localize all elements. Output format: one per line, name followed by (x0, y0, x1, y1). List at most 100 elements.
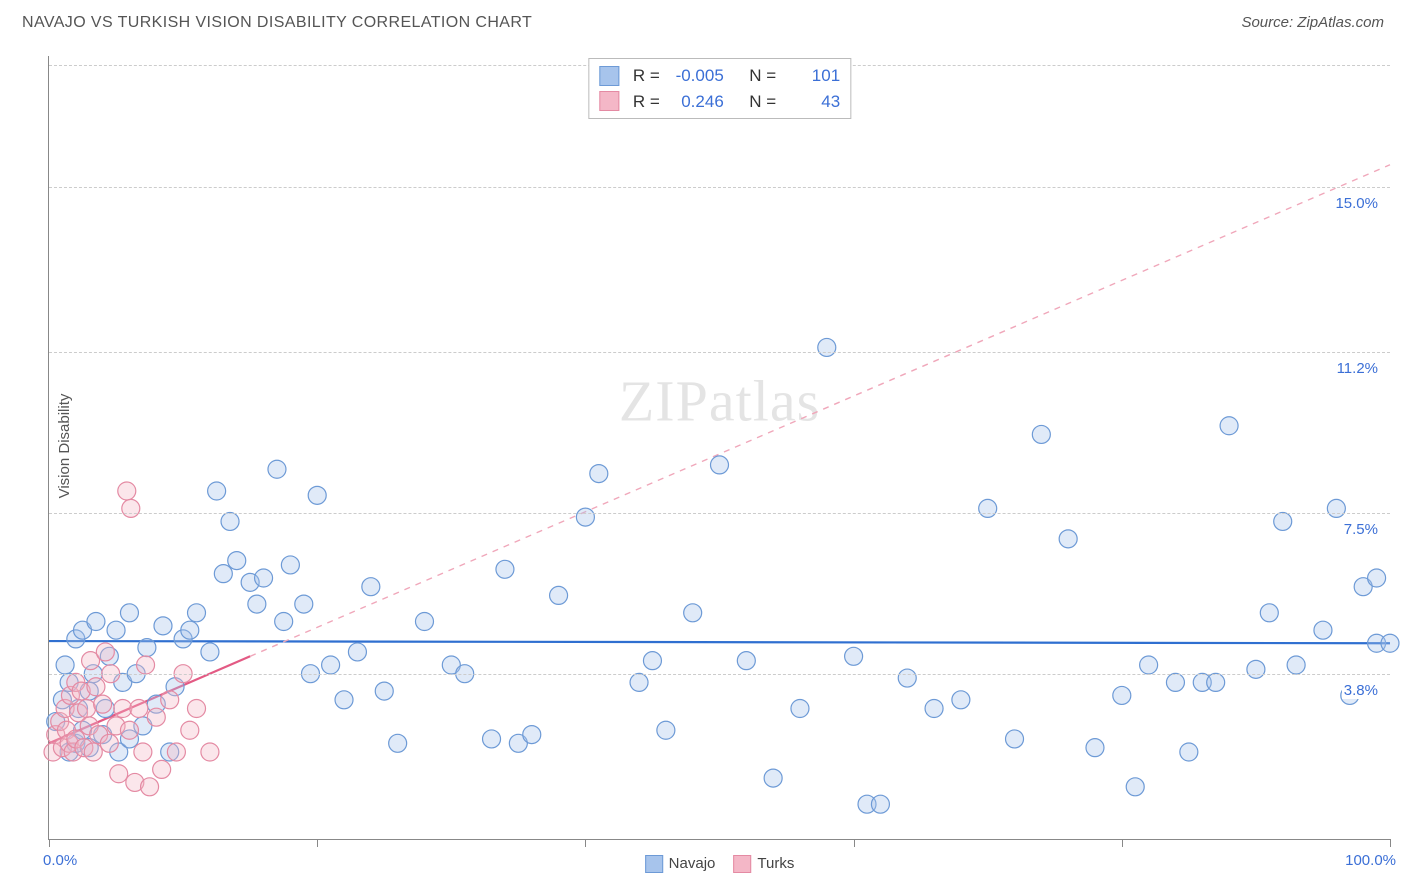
point-turks (141, 778, 159, 796)
point-turks (84, 743, 102, 761)
point-navajo (1314, 621, 1332, 639)
x-tick (317, 839, 318, 847)
point-turks (87, 678, 105, 696)
point-turks (130, 700, 148, 718)
point-navajo (348, 643, 366, 661)
point-navajo (228, 552, 246, 570)
trend-line-navajo (49, 641, 1390, 643)
point-navajo (1086, 739, 1104, 757)
point-navajo (56, 656, 74, 674)
point-turks (188, 700, 206, 718)
point-navajo (1032, 425, 1050, 443)
y-tick-label: 11.2% (1335, 360, 1380, 377)
point-navajo (711, 456, 729, 474)
point-navajo (1180, 743, 1198, 761)
legend-row-navajo: R = -0.005 N = 101 (599, 63, 840, 89)
point-navajo (952, 691, 970, 709)
point-navajo (576, 508, 594, 526)
legend-swatch-turks (599, 91, 619, 111)
point-turks (78, 700, 96, 718)
trend-line-turks-dash (250, 165, 1390, 657)
point-navajo (138, 639, 156, 657)
point-navajo (181, 621, 199, 639)
legend-r-label: R = (633, 63, 660, 89)
point-navajo (1381, 634, 1399, 652)
point-navajo (1287, 656, 1305, 674)
point-navajo (643, 652, 661, 670)
point-navajo (208, 482, 226, 500)
point-navajo (221, 512, 239, 530)
plot-area: ZIPatlas R = -0.005 N = 101 R = 0.246 N … (48, 56, 1390, 840)
point-turks (120, 721, 138, 739)
point-navajo (1140, 656, 1158, 674)
legend-swatch-navajo (599, 66, 619, 86)
point-navajo (1274, 512, 1292, 530)
chart-source: Source: ZipAtlas.com (1241, 14, 1384, 31)
y-tick-label: 3.8% (1342, 682, 1380, 699)
point-navajo (925, 700, 943, 718)
legend-n-value-navajo: 101 (784, 63, 840, 89)
point-navajo (322, 656, 340, 674)
legend-n-value-turks: 43 (784, 89, 840, 115)
legend-n-label: N = (749, 63, 776, 89)
point-navajo (590, 465, 608, 483)
point-turks (100, 734, 118, 752)
point-navajo (496, 560, 514, 578)
point-turks (134, 743, 152, 761)
point-navajo (87, 613, 105, 631)
point-navajo (845, 647, 863, 665)
y-tick-label: 7.5% (1342, 521, 1380, 538)
point-turks (167, 743, 185, 761)
gridline (49, 674, 1390, 675)
point-navajo (1113, 686, 1131, 704)
x-tick (49, 839, 50, 847)
point-navajo (483, 730, 501, 748)
y-tick-label: 15.0% (1333, 195, 1380, 212)
point-turks (153, 760, 171, 778)
point-navajo (871, 795, 889, 813)
point-navajo (201, 643, 219, 661)
point-turks (114, 700, 132, 718)
point-turks (137, 656, 155, 674)
point-navajo (1126, 778, 1144, 796)
swatch-turks-icon (733, 855, 751, 873)
point-navajo (335, 691, 353, 709)
x-tick (1122, 839, 1123, 847)
point-navajo (281, 556, 299, 574)
gridline (49, 352, 1390, 353)
legend-row-turks: R = 0.246 N = 43 (599, 89, 840, 115)
x-tick (585, 839, 586, 847)
point-navajo (764, 769, 782, 787)
point-navajo (415, 613, 433, 631)
point-navajo (791, 700, 809, 718)
point-navajo (362, 578, 380, 596)
x-axis-min-label: 0.0% (43, 852, 77, 869)
point-navajo (295, 595, 313, 613)
point-navajo (154, 617, 172, 635)
swatch-navajo-icon (645, 855, 663, 873)
legend-label-turks: Turks (757, 855, 794, 872)
point-turks (96, 643, 114, 661)
x-tick (854, 839, 855, 847)
point-navajo (1220, 417, 1238, 435)
point-navajo (1166, 673, 1184, 691)
gridline (49, 187, 1390, 188)
point-navajo (214, 565, 232, 583)
point-navajo (1059, 530, 1077, 548)
point-navajo (389, 734, 407, 752)
legend-item-turks: Turks (733, 855, 794, 873)
point-navajo (375, 682, 393, 700)
scatter-plot (49, 56, 1390, 839)
correlation-legend: R = -0.005 N = 101 R = 0.246 N = 43 (588, 58, 851, 119)
point-navajo (657, 721, 675, 739)
x-tick (1390, 839, 1391, 847)
point-turks (181, 721, 199, 739)
series-legend: Navajo Turks (645, 855, 795, 873)
point-navajo (630, 673, 648, 691)
legend-n-label: N = (749, 89, 776, 115)
point-turks (201, 743, 219, 761)
point-navajo (523, 726, 541, 744)
chart-title: NAVAJO VS TURKISH VISION DISABILITY CORR… (22, 14, 532, 31)
point-turks (110, 765, 128, 783)
point-navajo (898, 669, 916, 687)
